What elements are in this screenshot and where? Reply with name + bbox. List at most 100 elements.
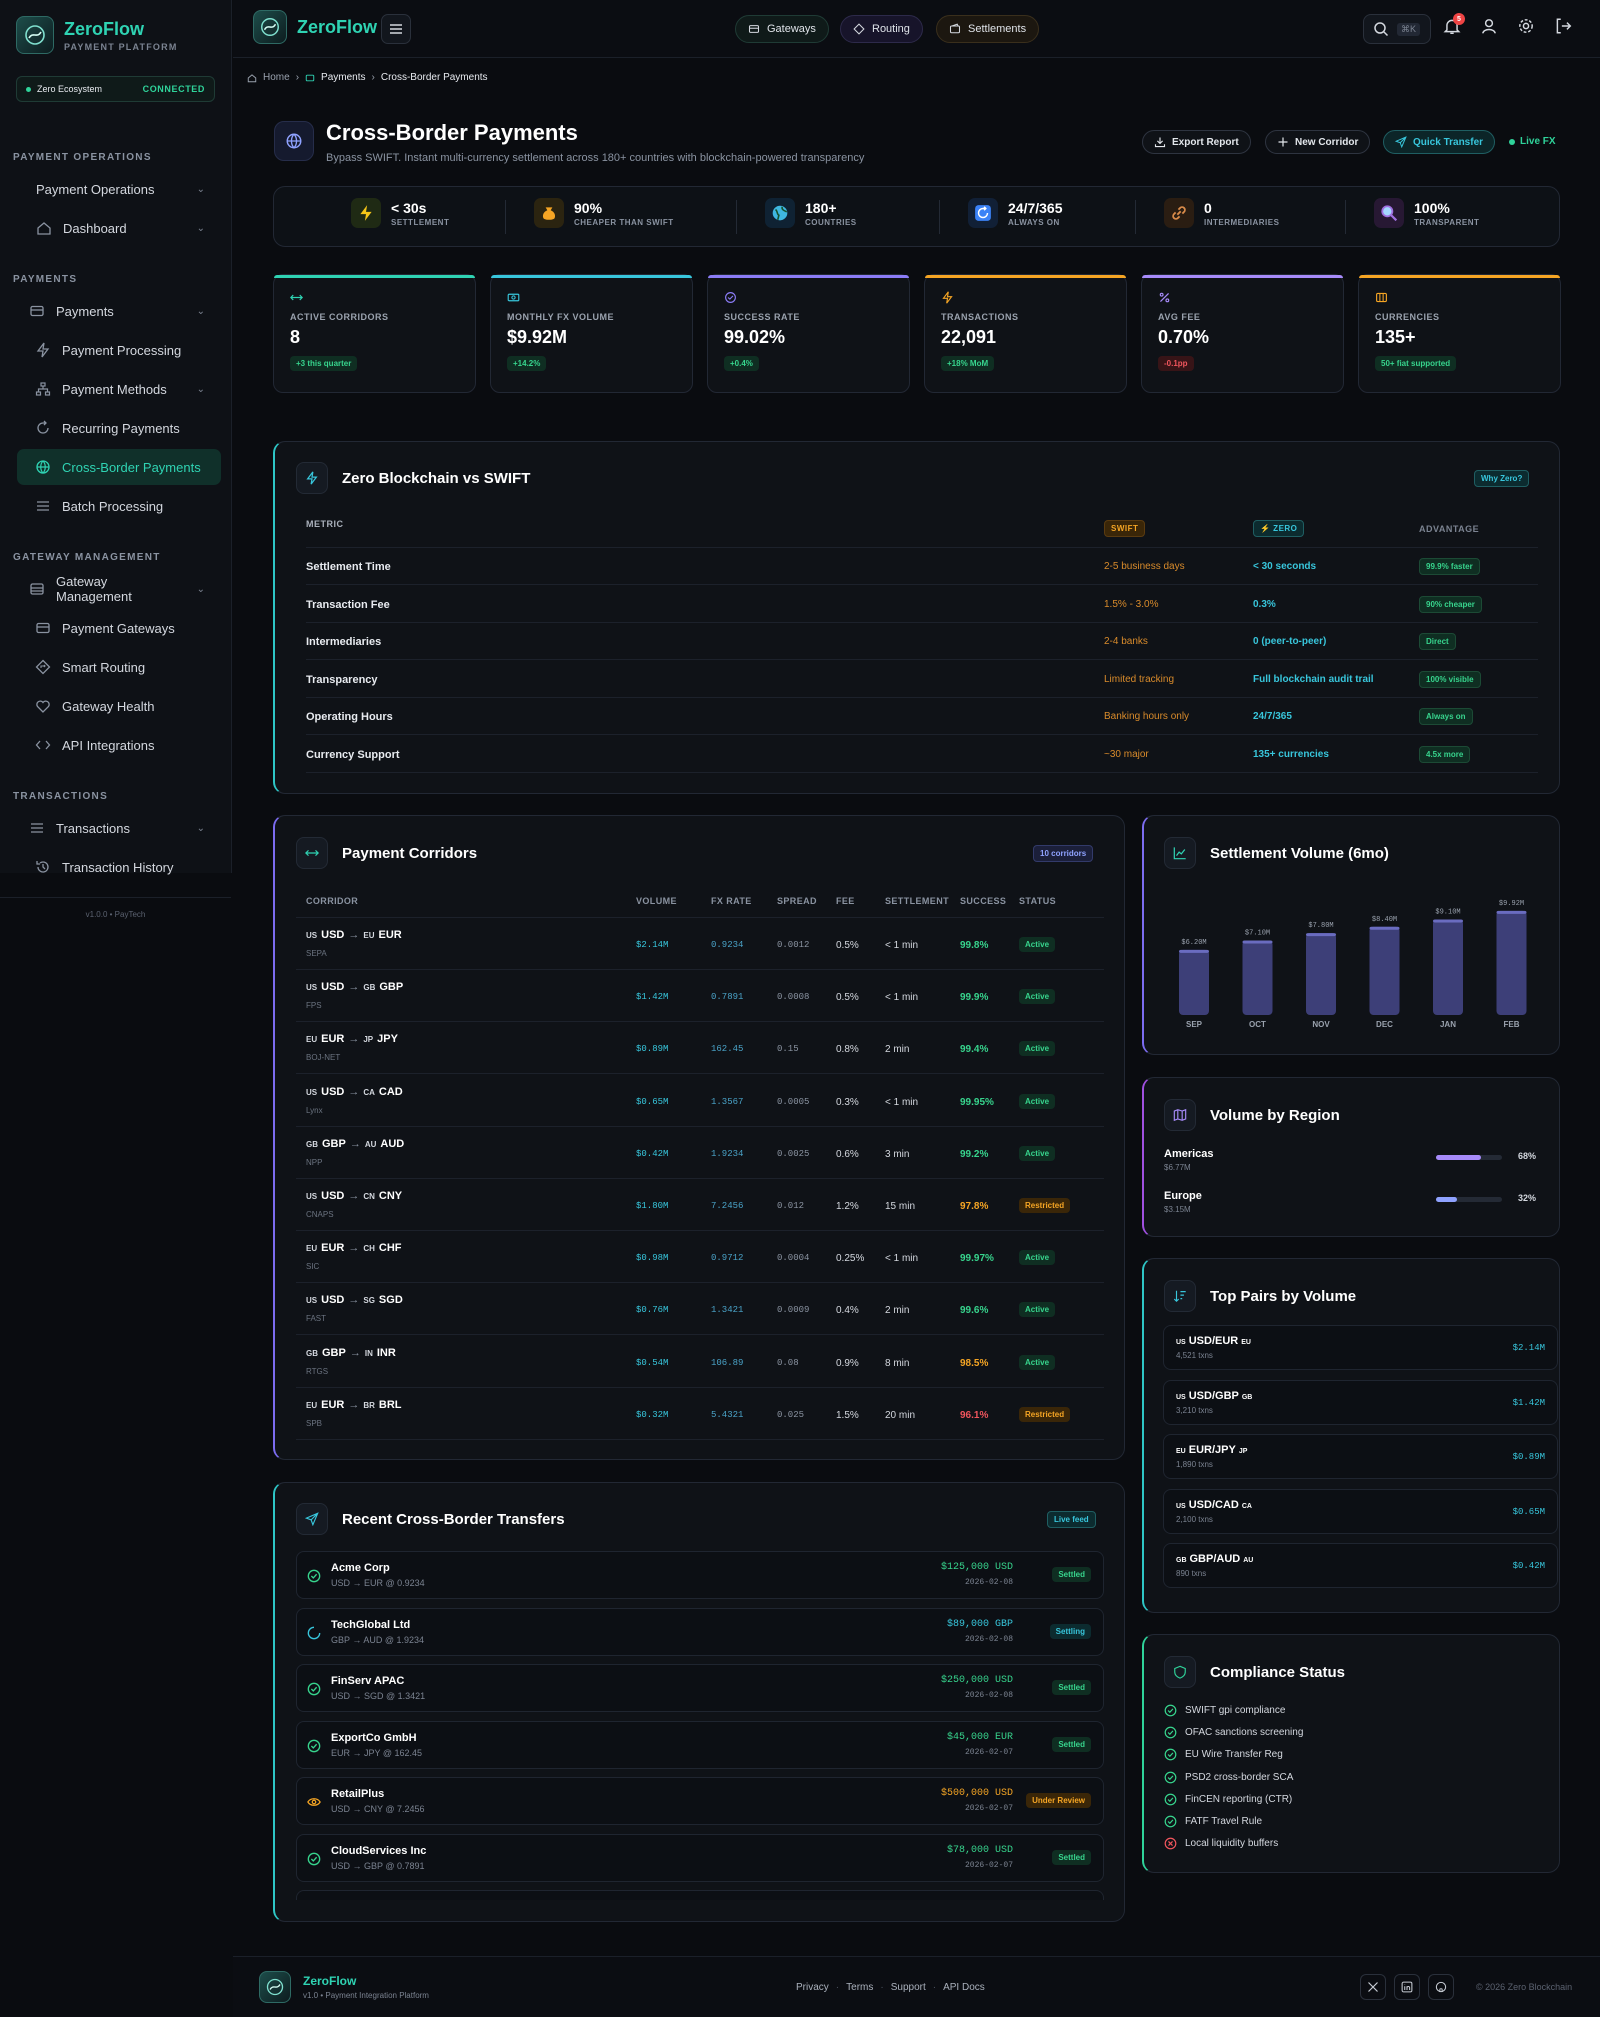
kpi-card[interactable]: TRANSACTIONS 22,091 +18% MoM <box>924 274 1127 393</box>
fx-rate-value: 162.45 <box>711 1044 744 1055</box>
x-social-button[interactable] <box>1360 1974 1386 2000</box>
kpi-card[interactable]: MONTHLY FX VOLUME $9.92M +14.2% <box>490 274 693 393</box>
sidebar-item-transaction-history[interactable]: Transaction History <box>17 849 221 885</box>
search-button[interactable]: ⌘K <box>1363 14 1431 44</box>
bar-group: $8.40M DEC <box>1369 916 1400 1029</box>
breadcrumb-payments[interactable]: Payments <box>321 72 366 83</box>
footer-link-support[interactable]: Support <box>890 1982 926 1993</box>
kpi-card[interactable]: ACTIVE CORRIDORS 8 +3 this quarter <box>273 274 476 393</box>
pill-routing[interactable]: Routing <box>840 15 923 43</box>
sidebar-item-batch-processing[interactable]: Batch Processing <box>17 488 221 524</box>
bar[interactable] <box>1179 949 1209 1015</box>
search-shortcut: ⌘K <box>1397 22 1421 36</box>
notifications-button[interactable]: 5 <box>1443 13 1465 39</box>
currency-code: AUD <box>380 1137 405 1150</box>
topbar-brand[interactable]: ZeroFlow <box>253 10 377 44</box>
pair-item[interactable]: US USD/GBP GB 3,210 txns $1.42M <box>1163 1379 1558 1425</box>
breadcrumb-home[interactable]: Home <box>263 72 290 83</box>
bar[interactable] <box>1433 919 1463 1015</box>
pair-item[interactable]: GB GBP/AUD AU 890 txns $0.42M <box>1163 1543 1558 1588</box>
bar-highlight <box>1369 926 1400 930</box>
currency-code: GBP <box>379 981 404 994</box>
corridor-pair: US USD → GB GBP <box>306 981 403 993</box>
currency-code: EUR <box>321 1398 345 1411</box>
table-row[interactable]: US USD → CN CNY CNAPS $1.80M 7.2456 0.012 1.2% 15 … <box>296 1179 1104 1231</box>
network-name: BOJ-NET <box>306 1053 341 1063</box>
transfer-name: TechGlobal Ltd <box>331 1618 411 1631</box>
sidebar-item-payment-operations[interactable]: Payment Operations ⌄ <box>36 181 205 197</box>
logout-button[interactable] <box>1554 17 1576 39</box>
table-row[interactable]: GB GBP → IN INR RTGS $0.54M 106.89 0.08 0.9% 8 min… <box>296 1336 1104 1388</box>
transfer-name: Acme Corp <box>331 1562 390 1574</box>
table-row[interactable]: US USD → GB GBP FPS $1.42M 0.7891 0.0008 0.5% < 1 … <box>296 970 1104 1023</box>
transfer-item[interactable]: RetailPlus USD → CNY @ 7.2456 $500,000 USD… <box>296 1777 1104 1825</box>
kpi-card[interactable]: SUCCESS RATE 99.02% +0.4% <box>707 274 910 393</box>
currency-code: USD <box>321 1294 345 1307</box>
table-row[interactable]: US USD → EU EUR SEPA $2.14M 0.9234 0.0012 0.5% < 1… <box>296 918 1104 970</box>
quick-transfer-button[interactable]: Quick Transfer <box>1383 130 1496 154</box>
profile-button[interactable] <box>1480 17 1502 39</box>
transfer-amount: $78,000 USD <box>946 1844 1013 1856</box>
table-row[interactable]: GB GBP → AU AUD NPP $0.42M 1.9234 0.0025 0.6% 3 mi… <box>296 1127 1104 1179</box>
sidebar-item-payment-gateways[interactable]: Payment Gateways <box>17 610 221 646</box>
sidebar-item-gateway-health[interactable]: Gateway Health <box>17 688 221 724</box>
bar-group: $6.20M SEP <box>1179 939 1209 1029</box>
sidebar-item-smart-routing[interactable]: Smart Routing <box>17 649 221 685</box>
menu-toggle-button[interactable] <box>381 14 411 44</box>
sidebar-item-transactions[interactable]: Transactions ⌄ <box>17 810 221 846</box>
column-header: CORRIDOR <box>306 896 359 906</box>
region-progress-track <box>1436 1197 1502 1202</box>
sidebar-item-dashboard[interactable]: Dashboard ⌄ <box>17 210 221 246</box>
sort-desc-icon <box>1164 1280 1196 1312</box>
bar[interactable] <box>1496 910 1527 1015</box>
sidebar-item-recurring-payments[interactable]: Recurring Payments <box>17 410 221 446</box>
footer-brand: ZeroFlow <box>303 1974 357 1988</box>
kpi-card[interactable]: CURRENCIES 135+ 50+ fiat supported <box>1358 274 1561 393</box>
comparison-header: Zero Blockchain vs SWIFT <box>296 462 530 494</box>
pill-gateways[interactable]: Gateways <box>735 15 829 43</box>
flag-icon: CN <box>363 1192 375 1201</box>
bar[interactable] <box>1242 940 1273 1015</box>
pair-item[interactable]: EU EUR/JPY JP 1,890 txns $0.89M <box>1163 1434 1558 1479</box>
table-row[interactable]: EU EUR → BR BRL SPB $0.32M 5.4321 0.025 1.5% 20 mi… <box>296 1388 1104 1440</box>
transfer-item[interactable]: CloudServices Inc USD → GBP @ 0.7891 $78,0… <box>296 1833 1104 1882</box>
sidebar-item-cross-border-payments[interactable]: Cross-Border Payments <box>17 449 221 485</box>
fee-value: 1.2% <box>836 1201 859 1212</box>
settings-button[interactable] <box>1517 17 1539 39</box>
spread-value: 0.0008 <box>777 992 810 1003</box>
new-corridor-button[interactable]: New Corridor <box>1265 130 1371 154</box>
flag-icon: GB <box>306 1348 318 1358</box>
network-name: SIC <box>306 1262 320 1272</box>
pair-item[interactable]: US USD/CAD CA 2,100 txns $0.65M <box>1163 1488 1558 1534</box>
sidebar-brand[interactable]: ZeroFlow PAYMENT PLATFORM <box>0 0 231 70</box>
table-row[interactable]: EU EUR → CH CHF SIC $0.98M 0.9712 0.0004 0.25% < 1… <box>296 1231 1104 1284</box>
why-zero-badge[interactable]: Why Zero? <box>1474 470 1530 487</box>
bolt-icon <box>351 198 381 228</box>
table-row[interactable]: US USD → CA CAD Lynx $0.65M 1.3567 0.0005 0.3% < 1… <box>296 1075 1104 1127</box>
sidebar-item-payment-processing[interactable]: Payment Processing <box>17 332 221 368</box>
footer-link-privacy[interactable]: Privacy <box>796 1982 829 1993</box>
transfers-title: Recent Cross-Border Transfers <box>342 1510 565 1528</box>
table-row[interactable]: US USD → SG SGD FAST $0.76M 1.3421 0.0009 0.4% 2 m… <box>296 1283 1104 1336</box>
transfer-item[interactable]: FinServ APAC USD → SGD @ 1.3421 $250,000 U… <box>296 1664 1104 1712</box>
footer-link-api-docs[interactable]: API Docs <box>943 1982 985 1993</box>
bar[interactable] <box>1369 926 1400 1015</box>
sidebar-item-api-integrations[interactable]: API Integrations <box>17 727 221 763</box>
footer-link-terms[interactable]: Terms <box>846 1982 874 1993</box>
zero-header-badge: ⚡ ZERO <box>1253 520 1305 537</box>
linkedin-button[interactable] <box>1394 1974 1420 2000</box>
export-report-button[interactable]: Export Report <box>1142 130 1251 154</box>
sidebar-item-gateway-management[interactable]: Gateway Management ⌄ <box>17 571 221 607</box>
sidebar-item-payments[interactable]: Payments ⌄ <box>17 293 221 329</box>
kpi-card[interactable]: AVG FEE 0.70% -0.1pp <box>1141 274 1344 393</box>
table-row[interactable]: EU EUR → JP JPY BOJ-NET $0.89M 162.45 0.15 0.8% 2 … <box>296 1022 1104 1075</box>
fee-value: 0.8% <box>836 1044 859 1056</box>
transfer-item[interactable]: Acme Corp USD → EUR @ 0.9234 $125,000 USD 2… <box>296 1551 1104 1599</box>
transfer-item[interactable]: TechGlobal Ltd GBP → AUD @ 1.9234 $89,000 … <box>296 1607 1104 1656</box>
bar[interactable] <box>1306 933 1336 1015</box>
transfer-item[interactable]: ExportCo GmbH EUR → JPY @ 162.45 $45,000 E… <box>296 1720 1104 1769</box>
pair-item[interactable]: US USD/EUR EU 4,521 txns $2.14M <box>1163 1325 1558 1370</box>
github-button[interactable] <box>1428 1974 1454 2000</box>
sidebar-item-payment-methods[interactable]: Payment Methods ⌄ <box>17 371 221 407</box>
pill-settlements[interactable]: Settlements <box>936 15 1040 43</box>
